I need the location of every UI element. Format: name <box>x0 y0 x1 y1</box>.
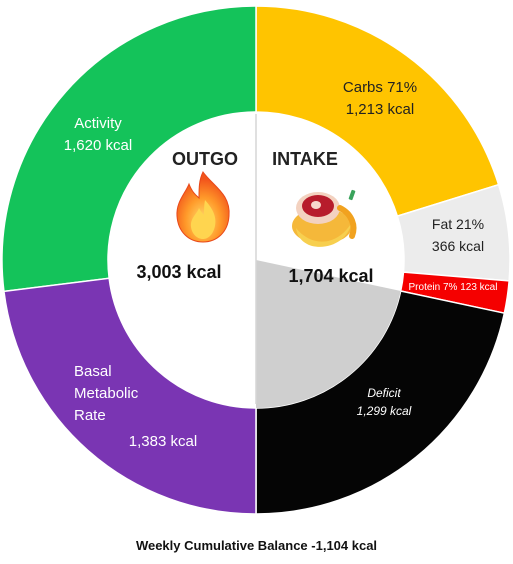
fat-label-line: 366 kcal <box>432 238 484 254</box>
carbs-label-line: Carbs 71% <box>343 79 417 96</box>
basal-metabolic-rate-label-line: Metabolic <box>74 385 139 402</box>
protein-label-line: Protein 7% 123 kcal <box>409 282 498 293</box>
intake-total: 1,704 kcal <box>288 266 373 286</box>
deficit-label-line: 1,299 kcal <box>357 404 412 418</box>
fire-icon <box>176 171 230 243</box>
basal-metabolic-rate-label-line: 1,383 kcal <box>129 433 197 450</box>
intake-title: INTAKE <box>272 149 338 169</box>
deficit-label-line: Deficit <box>367 386 401 400</box>
basal-metabolic-rate-label-line: Rate <box>74 407 106 424</box>
activity-label-line: 1,620 kcal <box>64 137 132 154</box>
basal-metabolic-rate-label-line: Basal <box>74 363 112 380</box>
food-icon <box>292 189 357 247</box>
fat-label-line: Fat 21% <box>432 216 484 232</box>
activity-label-line: Activity <box>74 115 122 132</box>
slices-layer <box>1 5 511 515</box>
slice-labels-layer: Activity 1,620 kcal Basal Metabolic Rate 1,38… <box>64 79 498 450</box>
weekly-balance-caption: Weekly Cumulative Balance -1,104 kcal <box>135 538 378 553</box>
carbs-label-line: 1,213 kcal <box>346 101 414 118</box>
deficit-inner-shade <box>256 260 401 408</box>
outgo-total: 3,003 kcal <box>136 262 221 282</box>
outgo-title: OUTGO <box>172 149 238 169</box>
